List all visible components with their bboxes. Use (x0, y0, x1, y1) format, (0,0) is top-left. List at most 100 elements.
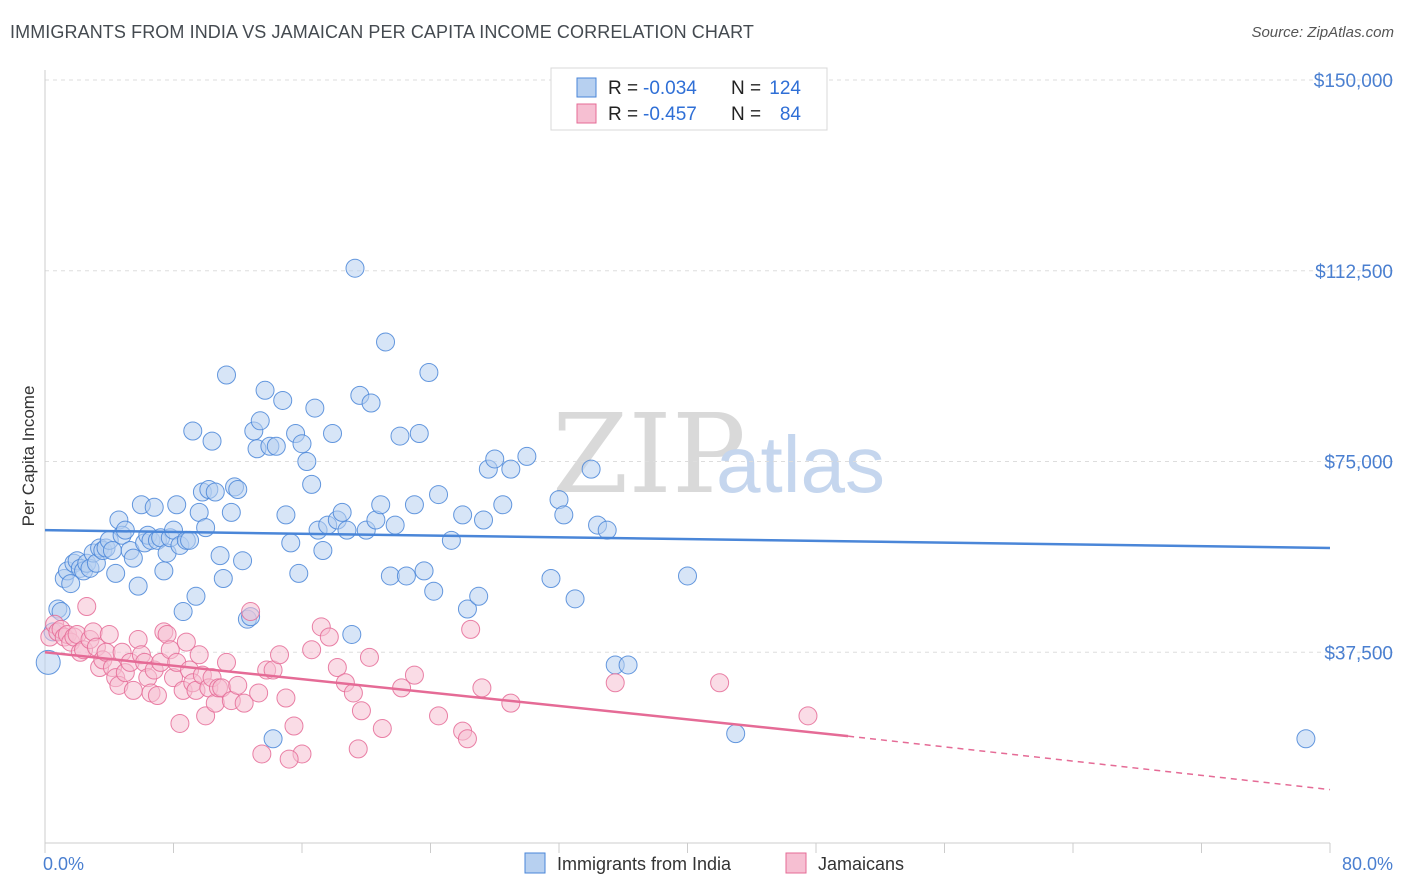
jamaicans-point-70 (343, 683, 363, 703)
india-point-6 (61, 574, 81, 594)
jamaicans-point-79 (472, 678, 492, 698)
india-point-107 (493, 495, 513, 515)
india-point-121 (263, 729, 283, 749)
jamaicans-point-11 (77, 596, 97, 616)
jamaicans-point-68 (327, 658, 347, 678)
jamaicans-point-41 (176, 632, 196, 652)
india-point-119 (678, 566, 697, 586)
india-point-66 (273, 390, 293, 410)
trend-lines (44, 528, 1331, 791)
india-point-73 (302, 474, 322, 494)
y-tick-label-1: $75,000 (1324, 453, 1393, 474)
legend-r-label-india: R = (608, 78, 638, 99)
india-point-90 (380, 566, 400, 586)
jamaicans-point-81 (605, 673, 625, 693)
jamaicans-point-85 (279, 749, 299, 769)
india-point-91 (385, 515, 405, 535)
india-point-113 (565, 589, 585, 609)
legend-box (550, 67, 828, 131)
legend-n-value-india: 124 (769, 78, 801, 99)
correlation-legend: R = -0.034 N = 124 R = -0.457 N = 84 (550, 67, 828, 131)
india-point-83 (345, 258, 365, 278)
india-point-31 (144, 497, 164, 517)
y-axis-labels: $37,500 $75,000 $112,500 $150,000 (1314, 71, 1393, 664)
jamaicans-point-62 (276, 688, 296, 708)
india-point-78 (323, 424, 343, 444)
india-point-54 (221, 502, 241, 522)
india-point-52 (213, 568, 233, 588)
bottom-legend-label-india: Immigrants from India (557, 854, 732, 874)
trend-line-1-dashed (848, 735, 1331, 791)
india-point-99 (429, 485, 449, 505)
jamaicans-point-58 (249, 683, 269, 703)
india-point-62 (250, 411, 270, 431)
india-point-68 (281, 533, 301, 553)
series-jamaicans-points (40, 596, 818, 769)
watermark-atlas: atlas (716, 420, 885, 509)
jamaicans-point-55 (228, 675, 248, 695)
india-point-114 (581, 459, 601, 479)
india-point-49 (202, 431, 222, 451)
jamaicans-point-63 (284, 716, 304, 736)
jamaicans-point-82 (710, 673, 730, 693)
india-point-93 (396, 566, 416, 586)
legend-n-label-jamaicans: N = (731, 104, 761, 125)
jamaicans-point-83 (798, 706, 818, 726)
jamaicans-point-71 (351, 701, 371, 721)
india-point-86 (361, 393, 381, 413)
india-point-82 (342, 624, 362, 644)
legend-r-value-jamaicans: -0.457 (643, 104, 697, 125)
x-tick-label-max: 80.0% (1342, 854, 1393, 874)
india-point-44 (186, 586, 206, 606)
legend-n-label-india: N = (731, 78, 761, 99)
legend-r-value-india: -0.034 (643, 78, 697, 99)
jamaicans-point-47 (196, 706, 216, 726)
legend-r-label-jamaicans: R = (608, 104, 638, 125)
india-point-122 (1296, 729, 1316, 749)
india-point-104 (474, 510, 494, 530)
india-point-94 (404, 495, 424, 515)
y-axis-title: Per Capita Income (19, 386, 38, 527)
jamaicans-point-39 (170, 713, 190, 733)
india-point-70 (289, 563, 309, 583)
india-point-67 (276, 505, 296, 525)
india-point-88 (371, 495, 391, 515)
india-point-120 (726, 724, 746, 744)
india-point-0 (35, 649, 61, 675)
india-point-101 (453, 505, 473, 525)
jamaicans-point-80 (501, 693, 521, 713)
y-tick-label-2: $112,500 (1315, 262, 1393, 283)
india-point-89 (376, 332, 396, 352)
india-point-56 (228, 479, 248, 499)
source-credit: Source: ZipAtlas.com (1251, 24, 1394, 41)
jamaicans-point-84 (252, 744, 272, 764)
jamaicans-point-45 (189, 645, 209, 665)
jamaicans-point-78 (461, 619, 481, 639)
chart-title: IMMIGRANTS FROM INDIA VS JAMAICAN PER CA… (10, 22, 754, 42)
india-point-74 (305, 398, 325, 418)
legend-n-value-jamaicans: 84 (780, 104, 802, 125)
india-point-50 (205, 482, 225, 502)
jamaicans-point-25 (123, 680, 143, 700)
india-point-25 (123, 548, 143, 568)
india-point-40 (173, 602, 193, 622)
india-point-72 (297, 452, 317, 471)
india-point-112 (554, 505, 574, 525)
jamaicans-point-86 (348, 739, 368, 759)
series-legend: Immigrants from India Jamaicans (524, 852, 904, 874)
watermark-zip: ZIP (552, 390, 746, 518)
india-point-57 (233, 551, 253, 571)
jamaicans-point-76 (429, 706, 449, 726)
jamaicans-point-57 (241, 602, 261, 622)
jamaicans-point-53 (217, 652, 237, 672)
bottom-legend-swatch-jamaicans (785, 852, 807, 874)
india-point-34 (154, 561, 174, 581)
legend-swatch-jamaicans (576, 103, 597, 124)
india-point-42 (180, 530, 200, 550)
india-point-71 (292, 434, 312, 454)
india-point-95 (409, 424, 429, 444)
india-point-116 (597, 520, 617, 540)
trend-line-0 (44, 528, 1331, 550)
india-point-110 (541, 568, 561, 588)
india-point-38 (167, 495, 187, 515)
